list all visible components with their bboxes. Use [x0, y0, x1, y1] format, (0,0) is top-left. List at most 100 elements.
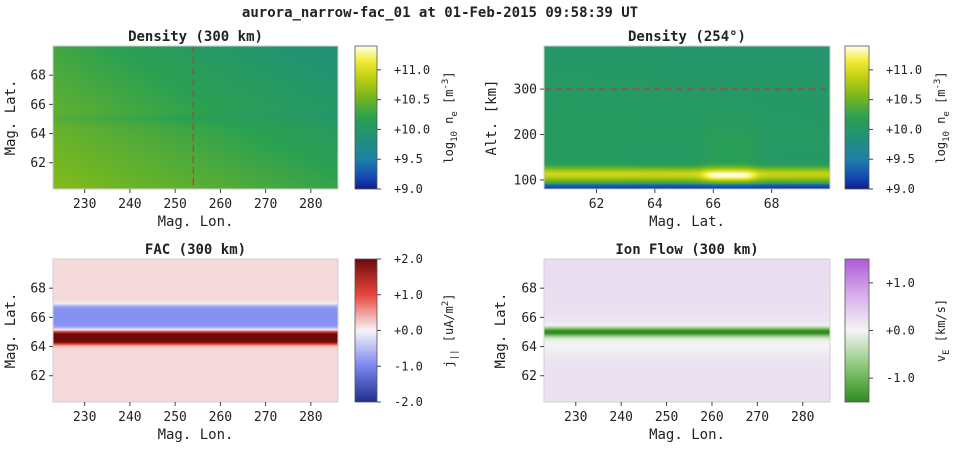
colorbar-tick-label: +9.0	[394, 182, 423, 196]
x-axis-label: Mag. Lon.	[649, 427, 725, 443]
colorbar-label-part: ]	[442, 71, 456, 78]
y-tick-label: 68	[30, 69, 46, 84]
y-axis-label: Mag. Lat.	[3, 293, 19, 369]
panel-title: Density (254°)	[628, 29, 746, 45]
colorbar-tick-label: +11.0	[394, 63, 430, 77]
colorbar-tick-label: -2.0	[394, 395, 423, 409]
colorbar-label: j|| [uA/m2]	[441, 293, 460, 367]
y-tick-label: 300	[514, 83, 537, 98]
colorbar-label-part: v	[934, 355, 948, 362]
y-axis-label: Mag. Lat.	[493, 293, 509, 369]
x-tick-label: 250	[163, 410, 186, 425]
colorbar-label-part: log	[442, 142, 456, 164]
y-tick-label: 64	[30, 340, 46, 355]
y-tick-label: 62	[30, 156, 46, 171]
y-tick-label: 62	[521, 369, 537, 384]
x-tick-label: 66	[705, 197, 721, 212]
x-axis-label: Mag. Lon.	[158, 214, 234, 230]
plot-frame	[543, 258, 831, 403]
density-300km-panel: Density (300 km) 230 240 250 260 270 280 62 64 66…	[3, 29, 460, 230]
y-tick-label: 64	[30, 127, 46, 142]
colorbar-label-part: [uA/m	[442, 306, 456, 349]
colorbar-tick-label: +10.0	[886, 122, 922, 136]
panel-title: FAC (300 km)	[145, 242, 246, 258]
figure-suptitle: aurora_narrow-fac_01 at 01-Feb-2015 09:5…	[242, 5, 638, 21]
colorbar	[844, 258, 870, 403]
x-tick-label: 270	[746, 410, 769, 425]
colorbar-label: vE [km/s]	[934, 299, 952, 362]
colorbar	[354, 258, 378, 403]
plot-frame	[52, 45, 339, 190]
heatmap-image	[544, 46, 830, 189]
y-axis-label: Alt. [km]	[484, 80, 500, 156]
x-tick-label: 240	[118, 410, 141, 425]
heatmap-image	[53, 46, 338, 189]
colorbar-tick-label: +1.0	[886, 276, 915, 290]
x-tick-label: 280	[299, 410, 322, 425]
x-tick-label: 240	[609, 410, 632, 425]
x-tick-label: 68	[764, 197, 780, 212]
x-tick-label: 260	[700, 410, 723, 425]
colorbar-label-part: e	[450, 111, 460, 116]
colorbar-tick-label: +1.0	[394, 288, 423, 302]
colorbar-label-part: e	[942, 111, 952, 116]
colorbar-tick-label: -1.0	[394, 359, 423, 373]
y-tick-label: 66	[521, 311, 537, 326]
colorbar-label-part: 2	[441, 301, 451, 306]
y-tick-label: 66	[30, 98, 46, 113]
x-tick-label: 260	[209, 197, 232, 212]
colorbar-label-part: 10	[942, 131, 952, 142]
density-254deg-panel: Density (254°) 62 64 66 68 100 200 300 Mag. Lat.…	[484, 29, 952, 230]
heatmap-image	[53, 259, 338, 402]
ion-flow-300km-panel: Ion Flow (300 km) 230 240 250 260 270 280 62 64 6…	[493, 242, 952, 443]
colorbar-label-part: n	[934, 117, 948, 131]
y-tick-label: 200	[514, 128, 537, 143]
y-tick-label: 68	[521, 282, 537, 297]
colorbar	[844, 45, 870, 190]
x-tick-label: 230	[564, 410, 587, 425]
y-tick-label: 68	[30, 282, 46, 297]
x-tick-label: 240	[118, 197, 141, 212]
colorbar-label-part: [m	[934, 89, 948, 111]
y-tick-label: 62	[30, 369, 46, 384]
colorbar-label-part: ]	[442, 293, 456, 300]
x-tick-label: 230	[73, 410, 96, 425]
x-tick-label: 250	[163, 197, 186, 212]
y-tick-label: 66	[30, 311, 46, 326]
x-tick-label: 250	[655, 410, 678, 425]
colorbar-tick-label: +0.0	[394, 324, 423, 338]
heatmap-image	[544, 259, 830, 402]
x-axis-label: Mag. Lon.	[158, 427, 234, 443]
colorbar-tick-label: +10.5	[886, 93, 922, 107]
colorbar-tick-label: +0.0	[886, 324, 915, 338]
x-tick-label: 280	[299, 197, 322, 212]
colorbar-tick-label: +9.5	[886, 152, 915, 166]
colorbar-label-part: ]	[934, 71, 948, 78]
plot-frame	[52, 258, 339, 403]
colorbar-label: log10 ne [m-3]	[441, 71, 460, 163]
colorbar-tick-label: -1.0	[886, 371, 915, 385]
colorbar-label: log10 ne [m-3]	[933, 71, 952, 163]
x-tick-label: 280	[791, 410, 814, 425]
colorbar-tick-label: +9.5	[394, 152, 423, 166]
x-tick-label: 230	[73, 197, 96, 212]
colorbar-label-part: [m	[442, 89, 456, 111]
plot-frame	[543, 45, 831, 190]
panel-title: Density (300 km)	[128, 29, 263, 45]
colorbar-label-part: 10	[450, 131, 460, 142]
colorbar-tick-label: +11.0	[886, 63, 922, 77]
colorbar-label-part: -3	[933, 79, 943, 90]
colorbar-label-part: j	[442, 360, 456, 367]
colorbar	[354, 45, 378, 190]
fac-300km-panel: FAC (300 km) 230 240 250 260 270 280 62 64 66 68 Ma…	[3, 242, 460, 443]
panel-title: Ion Flow (300 km)	[615, 242, 758, 258]
x-tick-label: 64	[647, 197, 663, 212]
colorbar-label-part: ||	[450, 349, 460, 360]
x-tick-label: 260	[209, 410, 232, 425]
y-tick-label: 100	[514, 173, 537, 188]
x-tick-label: 270	[254, 410, 277, 425]
colorbar-tick-label: +10.0	[394, 122, 430, 136]
colorbar-label-part: log	[934, 142, 948, 164]
colorbar-label-part: n	[442, 117, 456, 131]
